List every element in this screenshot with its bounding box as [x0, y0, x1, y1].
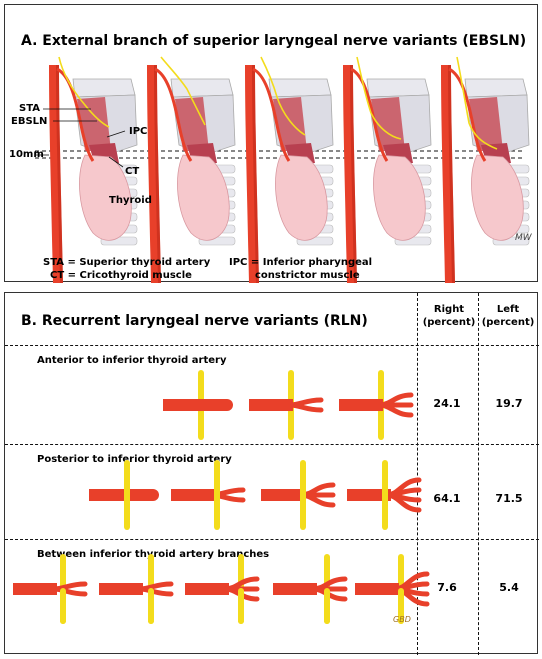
larynx-variant-3: [245, 56, 334, 283]
inferior-thyroid-artery: [89, 489, 133, 501]
rln-variant-r2-2: [171, 460, 246, 530]
rln-illustration: [13, 370, 430, 624]
ebsln-nerve: [260, 56, 306, 136]
ipc-muscle: [77, 97, 111, 151]
inferior-thyroid-artery: [163, 399, 207, 411]
row-label-between: Between inferior thyroid artery branches: [37, 549, 270, 560]
larynx-variant-4: [343, 56, 432, 283]
inferior-thyroid-artery: [261, 489, 305, 501]
row-divider-3: [5, 539, 539, 540]
panel-a-title: A. External branch of superior laryngeal…: [21, 33, 527, 49]
hyoid-bone: [268, 78, 332, 98]
label-ebsln: EBSLN: [11, 116, 48, 127]
superior-thyroid-artery: [350, 67, 389, 162]
panel-b-signature: GBD: [393, 615, 411, 624]
inferior-thyroid-artery: [355, 583, 399, 595]
ipc-leader: [106, 130, 126, 138]
artery-branch: [286, 402, 324, 413]
inferior-thyroid-artery: [171, 489, 215, 501]
right-percent-posterior: 64.1: [433, 492, 461, 505]
thyroid-gland: [471, 154, 524, 241]
artery-branch: [136, 586, 174, 597]
label-sta: STA: [19, 103, 40, 114]
ebsln-nerve: [356, 56, 402, 140]
superior-thyroid-artery: [448, 67, 487, 162]
col-header-left: Left (percent): [481, 304, 535, 328]
rln-variant-r1-1: [163, 370, 233, 440]
row-divider-2: [5, 444, 539, 445]
rln-variant-r2-3: [261, 460, 336, 530]
larynx-variant-5: [441, 56, 530, 283]
superior-thyroid-artery: [252, 67, 291, 162]
carotid-artery-shade: [350, 65, 357, 283]
larynx-variant-1: [49, 56, 138, 283]
right-percent-anterior: 24.1: [433, 397, 461, 410]
thyroid-gland: [275, 154, 328, 241]
column-divider-2: [478, 293, 479, 655]
rln-variant-r1-2: [249, 370, 324, 440]
panel-b: B. Recurrent laryngeal nerve variants (R…: [4, 292, 539, 655]
ebsln-nerve: [456, 56, 498, 150]
carotid-artery-shade: [154, 65, 161, 283]
ebsln-nerve: [58, 56, 110, 128]
rln-variant-r2-1: [89, 460, 159, 530]
artery-branch: [50, 586, 88, 597]
legend-sta: STA = Superior thyroid artery: [43, 257, 211, 268]
left-percent-posterior: 71.5: [495, 492, 523, 505]
artery-branch: [384, 492, 422, 513]
hyoid-bone: [366, 78, 430, 98]
column-divider-1: [417, 293, 418, 655]
legend-ipc-2: constrictor muscle: [255, 270, 360, 281]
ipc-muscle: [175, 97, 209, 151]
left-percent-anterior: 19.7: [495, 397, 523, 410]
inferior-thyroid-artery: [99, 583, 143, 595]
larynx-variant-2: [147, 56, 236, 283]
thyroid-gland: [373, 154, 426, 241]
inferior-thyroid-artery: [249, 399, 293, 411]
row-label-posterior: Posterior to inferior thyroid artery: [37, 454, 232, 465]
hyoid-bone: [170, 78, 234, 98]
col-header-right: Right (percent): [422, 304, 476, 328]
hyoid-bone: [72, 78, 136, 98]
inferior-thyroid-artery: [273, 583, 317, 595]
hyoid-bone: [464, 78, 528, 98]
label-thyroid: Thyroid: [109, 195, 152, 206]
thyroid-gland: [79, 154, 132, 241]
thyroid-gland: [177, 154, 230, 241]
left-percent-between: 5.4: [499, 581, 519, 594]
right-percent-between: 7.6: [437, 581, 457, 594]
artery-branch: [208, 492, 246, 503]
superior-thyroid-artery: [154, 67, 193, 162]
rln-variant-r1-3: [339, 370, 414, 440]
inferior-thyroid-artery: [13, 583, 57, 595]
rln-variant-r2-4: [347, 460, 422, 530]
carotid-artery-shade: [56, 65, 63, 283]
panel-b-title: B. Recurrent laryngeal nerve variants (R…: [21, 313, 368, 329]
inferior-thyroid-artery: [185, 583, 229, 595]
artery-branch: [392, 586, 430, 607]
carotid-artery-shade: [252, 65, 259, 283]
row-label-anterior: Anterior to inferior thyroid artery: [37, 355, 227, 366]
legend-ipc-1: IPC = Inferior pharyngeal: [229, 257, 373, 268]
label-10mm: 10mm: [9, 149, 44, 160]
ipc-muscle: [273, 97, 307, 151]
rln-variant-r3-4: [273, 554, 348, 624]
ebsln-nerve: [160, 56, 206, 126]
inferior-thyroid-artery: [347, 489, 391, 501]
row-divider-1: [5, 345, 539, 346]
rln-variant-r3-5: [355, 554, 430, 624]
rln-variant-r3-2: [99, 554, 174, 624]
rln-variant-r3-1: [13, 554, 88, 624]
ct-leader: [108, 156, 124, 168]
inferior-thyroid-artery: [339, 399, 383, 411]
rln-variant-r3-3: [185, 554, 260, 624]
panel-a-signature: MW: [515, 233, 532, 243]
legend-ct: CT = Cricothyroid muscle: [50, 270, 192, 281]
carotid-artery-shade: [448, 65, 455, 283]
ebsln-illustration: [35, 56, 530, 283]
label-ipc: IPC: [129, 126, 148, 137]
artery-branch: [376, 402, 414, 418]
panel-a: A. External branch of superior laryngeal…: [4, 4, 538, 283]
label-ct: CT: [125, 166, 140, 177]
